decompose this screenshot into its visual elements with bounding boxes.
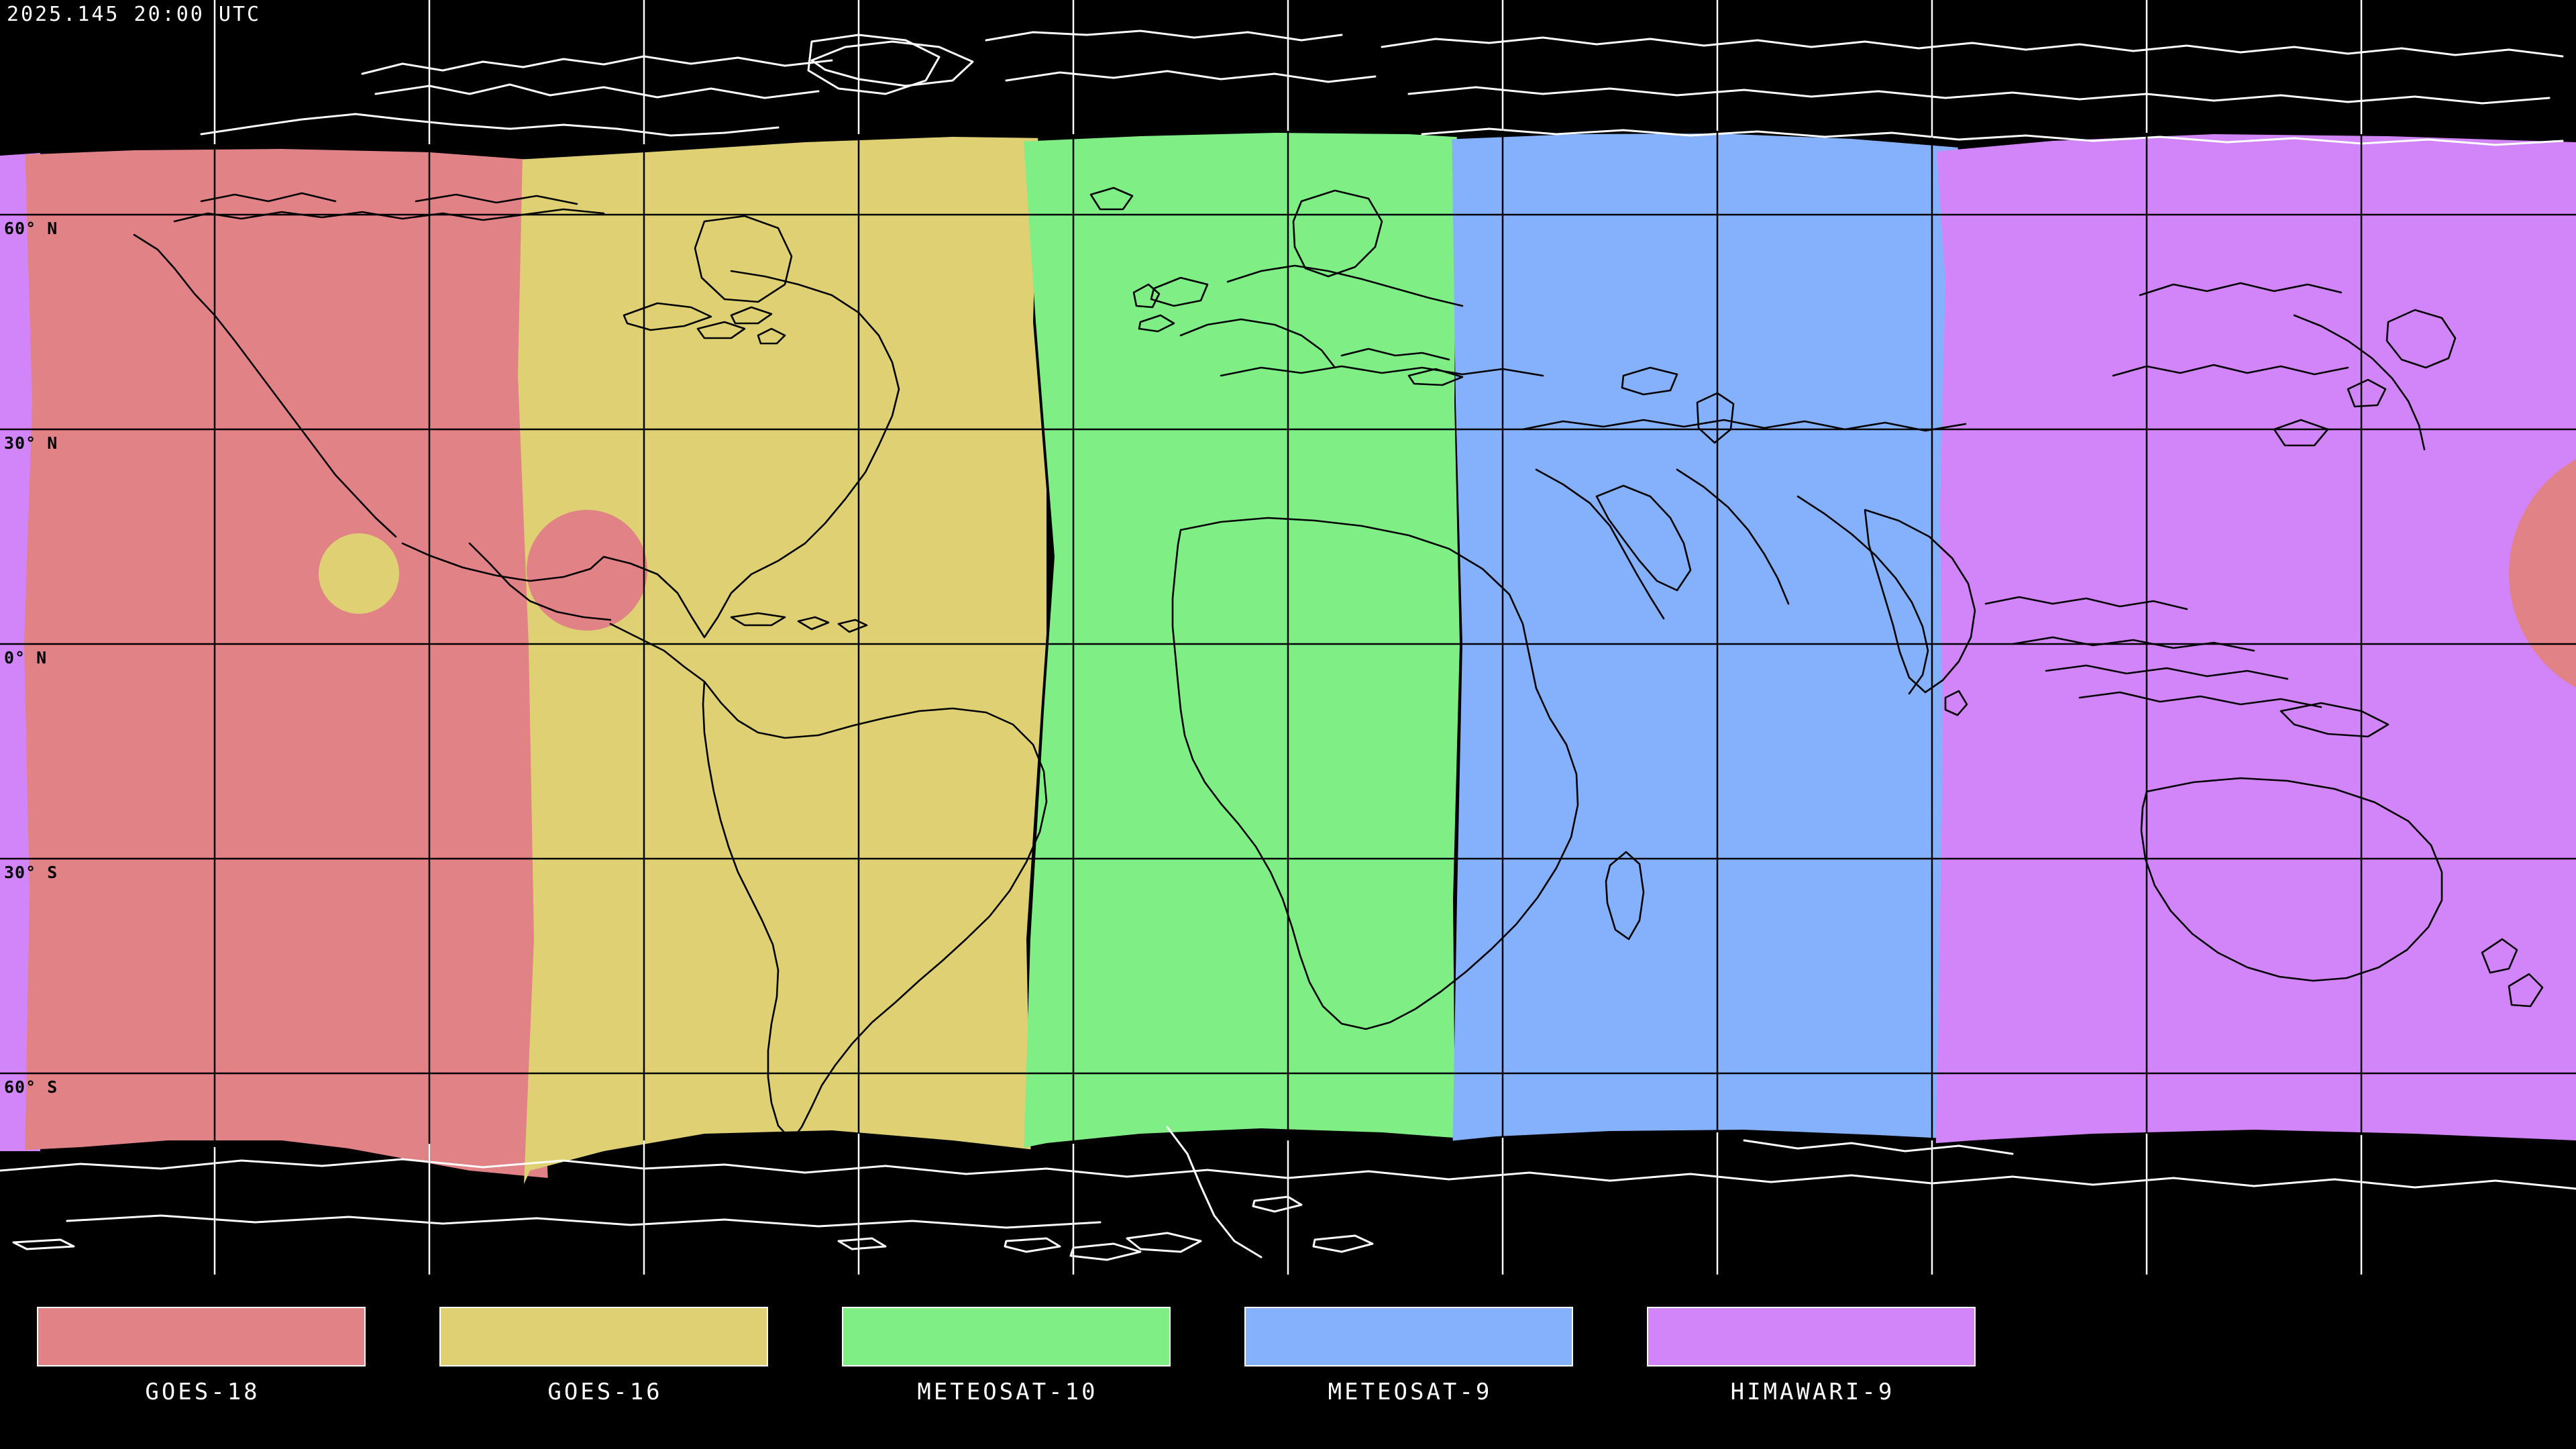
legend-label-meteosat-10: METEOSAT-10 — [917, 1379, 1098, 1405]
legend-swatch-goes-18 — [37, 1307, 366, 1366]
timestamp-label: 2025.145 20:00 UTC — [7, 3, 262, 26]
coastlines-black — [133, 186, 2544, 1158]
disk-goes-16-over-goes-18 — [319, 533, 399, 614]
lat-label-30n: 30° N — [4, 433, 58, 453]
graticule-polar — [213, 0, 2363, 1275]
coverage-band-meteosat-10 — [1022, 133, 1460, 1151]
legend-swatch-meteosat-10 — [842, 1307, 1171, 1366]
graticule — [0, 107, 2576, 1261]
coverage-band-goes-18 — [24, 149, 550, 1201]
legend-swatch-himawari-9 — [1647, 1307, 1976, 1366]
coverage-band-himawari-9 — [1935, 134, 2576, 1144]
legend-label-goes-16: GOES-16 — [547, 1379, 663, 1405]
legend-swatch-goes-16 — [439, 1307, 768, 1366]
coverage-map: 2025.145 20:00 UTC 60° N 30° N 0° N 30° … — [0, 0, 2576, 1275]
coverage-bands — [0, 133, 2576, 1201]
legend-label-goes-18: GOES-18 — [145, 1379, 260, 1405]
legend: GOES-18 GOES-16 METEOSAT-10 METEOSAT-9 H… — [0, 1275, 2576, 1449]
legend-label-himawari-9: HIMAWARI-9 — [1730, 1379, 1895, 1405]
legend-label-meteosat-9: METEOSAT-9 — [1328, 1379, 1493, 1405]
lat-label-0n: 0° N — [4, 648, 48, 667]
lat-label-60s: 60° S — [4, 1077, 58, 1097]
disk-goes-18-wrap-right — [2509, 443, 2576, 704]
map-canvas — [0, 0, 2576, 1275]
legend-swatch-meteosat-9 — [1244, 1307, 1573, 1366]
coverage-band-meteosat-9 — [1452, 133, 1959, 1142]
lat-label-60n: 60° N — [4, 219, 58, 238]
lat-label-30s: 30° S — [4, 863, 58, 882]
coverage-band-goes-16 — [518, 137, 1046, 1201]
